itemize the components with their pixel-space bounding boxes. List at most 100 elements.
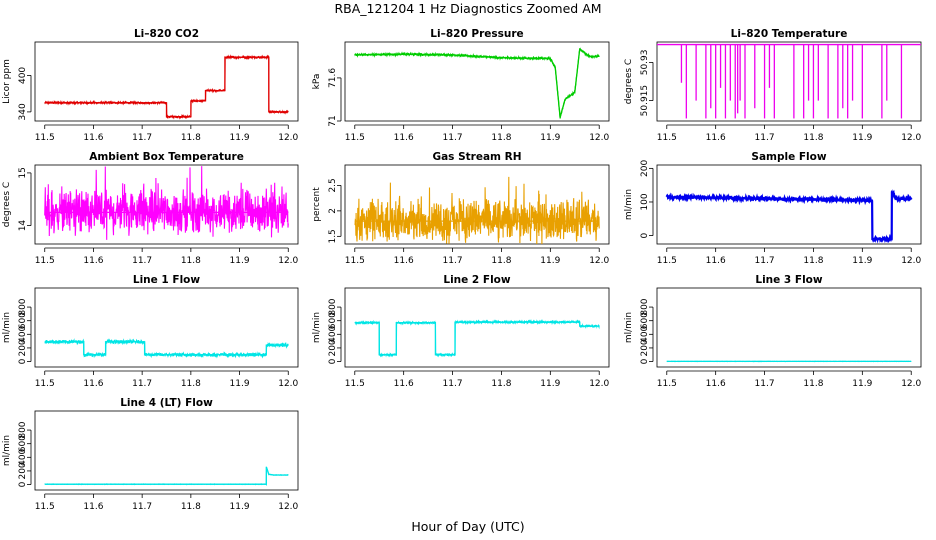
y-tick-label: 200 xyxy=(640,339,650,356)
y-axis-label: ml/min xyxy=(624,189,634,220)
series-line xyxy=(354,176,600,244)
x-tick-label: 11.9 xyxy=(230,256,250,266)
y-axis-label: kPa xyxy=(312,74,322,90)
y-tick-label: 800 xyxy=(328,298,338,315)
panel-sample_flow: Sample Flow 11.5 11.6 11.7 11.8 11.9 12.0 0 100 2… xyxy=(624,151,922,266)
panel-title: Line 1 Flow xyxy=(133,274,200,286)
figure-xlabel: Hour of Day (UTC) xyxy=(411,519,524,534)
series-ambient xyxy=(44,166,289,240)
x-tick-label: 11.8 xyxy=(803,379,823,389)
y-tick-label: 2.5 xyxy=(328,178,338,192)
panel-rh: Gas Stream RH 11.5 11.6 11.7 11.8 11.9 12.0 1.5… xyxy=(312,151,610,266)
x-tick-label: 11.6 xyxy=(394,256,414,266)
x-tick-label: 11.8 xyxy=(491,256,511,266)
y-tick-label: 200 xyxy=(328,339,338,356)
x-tick-label: 11.6 xyxy=(394,133,414,143)
y-axis-label: ml/min xyxy=(312,312,322,343)
panel-line2: Line 2 Flow 11.5 11.6 11.7 11.8 11.9 12.0 0 2004… xyxy=(312,274,610,389)
x-tick-label: 11.7 xyxy=(132,502,152,512)
y-axis-label: degrees C xyxy=(2,182,12,227)
x-tick-label: 12.0 xyxy=(278,256,298,266)
y-tick-label: 600 xyxy=(640,312,650,329)
series-line2 xyxy=(354,319,600,358)
y-axis-label: ml/min xyxy=(624,312,634,343)
x-tick-label: 11.5 xyxy=(35,379,55,389)
y-tick-label: 800 xyxy=(640,298,650,315)
x-tick-label: 11.6 xyxy=(706,133,726,143)
x-tick-label: 11.7 xyxy=(443,133,463,143)
y-tick-label: 50.915 xyxy=(640,85,650,117)
panel-title: Gas Stream RH xyxy=(432,151,521,163)
x-tick-label: 11.5 xyxy=(35,256,55,266)
x-tick-label: 12.0 xyxy=(589,379,609,389)
x-tick-label: 11.9 xyxy=(540,379,560,389)
x-tick-label: 12.0 xyxy=(901,379,921,389)
x-tick-label: 12.0 xyxy=(901,133,921,143)
series-sample_flow xyxy=(665,189,913,244)
x-tick-label: 11.9 xyxy=(230,133,250,143)
panel-title: Sample Flow xyxy=(751,151,826,163)
y-tick-label: 340 xyxy=(18,103,28,120)
panel-line3: Line 3 Flow 11.5 11.6 11.7 11.8 11.9 12.0 0 2004… xyxy=(624,274,922,389)
series-steps xyxy=(44,466,289,485)
panel-title: Li–820 Temperature xyxy=(731,28,848,40)
plot-frame xyxy=(344,164,610,245)
y-tick-label: 200 xyxy=(18,462,28,479)
plot-frame xyxy=(344,287,610,368)
x-tick-label: 11.9 xyxy=(540,133,560,143)
y-tick-label: 0 xyxy=(640,232,650,238)
y-axis-label: ml/min xyxy=(2,435,12,466)
series-temperature xyxy=(657,43,921,119)
x-tick-label: 11.6 xyxy=(83,133,103,143)
x-tick-label: 11.8 xyxy=(491,379,511,389)
y-tick-label: 400 xyxy=(18,325,28,342)
panel-title: Ambient Box Temperature xyxy=(89,151,244,163)
y-tick-label: 200 xyxy=(640,160,650,177)
panel-ambient: Ambient Box Temperature 11.5 11.6 11.7 11.8 1… xyxy=(2,151,299,266)
plot-frame xyxy=(34,164,299,245)
x-tick-label: 11.5 xyxy=(35,133,55,143)
x-tick-label: 11.7 xyxy=(755,133,775,143)
series-line xyxy=(354,319,600,358)
x-tick-label: 12.0 xyxy=(278,379,298,389)
x-tick-label: 12.0 xyxy=(278,133,298,143)
y-tick-label: 15 xyxy=(18,167,28,178)
x-tick-label: 11.8 xyxy=(803,256,823,266)
x-tick-label: 11.7 xyxy=(443,256,463,266)
y-tick-label: 800 xyxy=(18,421,28,438)
y-axis-label: Licor ppm xyxy=(2,59,12,104)
x-tick-label: 11.8 xyxy=(491,133,511,143)
y-tick-label: 0 xyxy=(18,481,28,487)
series-steps xyxy=(354,48,600,118)
x-tick-label: 11.6 xyxy=(83,256,103,266)
series-line xyxy=(44,166,289,240)
panel-title: Li–820 CO2 xyxy=(134,28,199,40)
y-tick-label: 200 xyxy=(18,339,28,356)
x-tick-label: 11.5 xyxy=(345,379,365,389)
plot-frame xyxy=(34,410,299,491)
figure-title: RBA_121204 1 Hz Diagnostics Zoomed AM xyxy=(334,1,601,16)
y-tick-label: 600 xyxy=(18,312,28,329)
x-tick-label: 11.7 xyxy=(132,256,152,266)
x-tick-label: 11.7 xyxy=(132,133,152,143)
panel-title: Line 2 Flow xyxy=(443,274,510,286)
series-steps xyxy=(44,56,289,118)
x-tick-label: 11.9 xyxy=(230,379,250,389)
panel-pressure: Li–820 Pressure 11.5 11.6 11.7 11.8 11.9 12.0 7… xyxy=(312,28,610,143)
series-pressure xyxy=(354,47,600,119)
y-tick-label: 600 xyxy=(18,435,28,452)
panel-co2: Li–820 CO2 11.5 11.6 11.7 11.8 11.9 12.0 340 400… xyxy=(2,28,299,143)
x-tick-label: 11.6 xyxy=(394,379,414,389)
plot-frame xyxy=(656,164,922,245)
series-co2 xyxy=(44,54,289,120)
y-tick-label: 800 xyxy=(18,298,28,315)
series-line1 xyxy=(44,338,289,359)
x-tick-label: 11.9 xyxy=(852,379,872,389)
x-tick-label: 11.7 xyxy=(755,379,775,389)
x-tick-label: 12.0 xyxy=(589,133,609,143)
y-axis-label: percent xyxy=(312,187,322,222)
x-tick-label: 11.8 xyxy=(181,133,201,143)
y-tick-label: 600 xyxy=(328,312,338,329)
x-tick-label: 11.5 xyxy=(657,256,677,266)
y-tick-label: 71.6 xyxy=(328,68,338,88)
